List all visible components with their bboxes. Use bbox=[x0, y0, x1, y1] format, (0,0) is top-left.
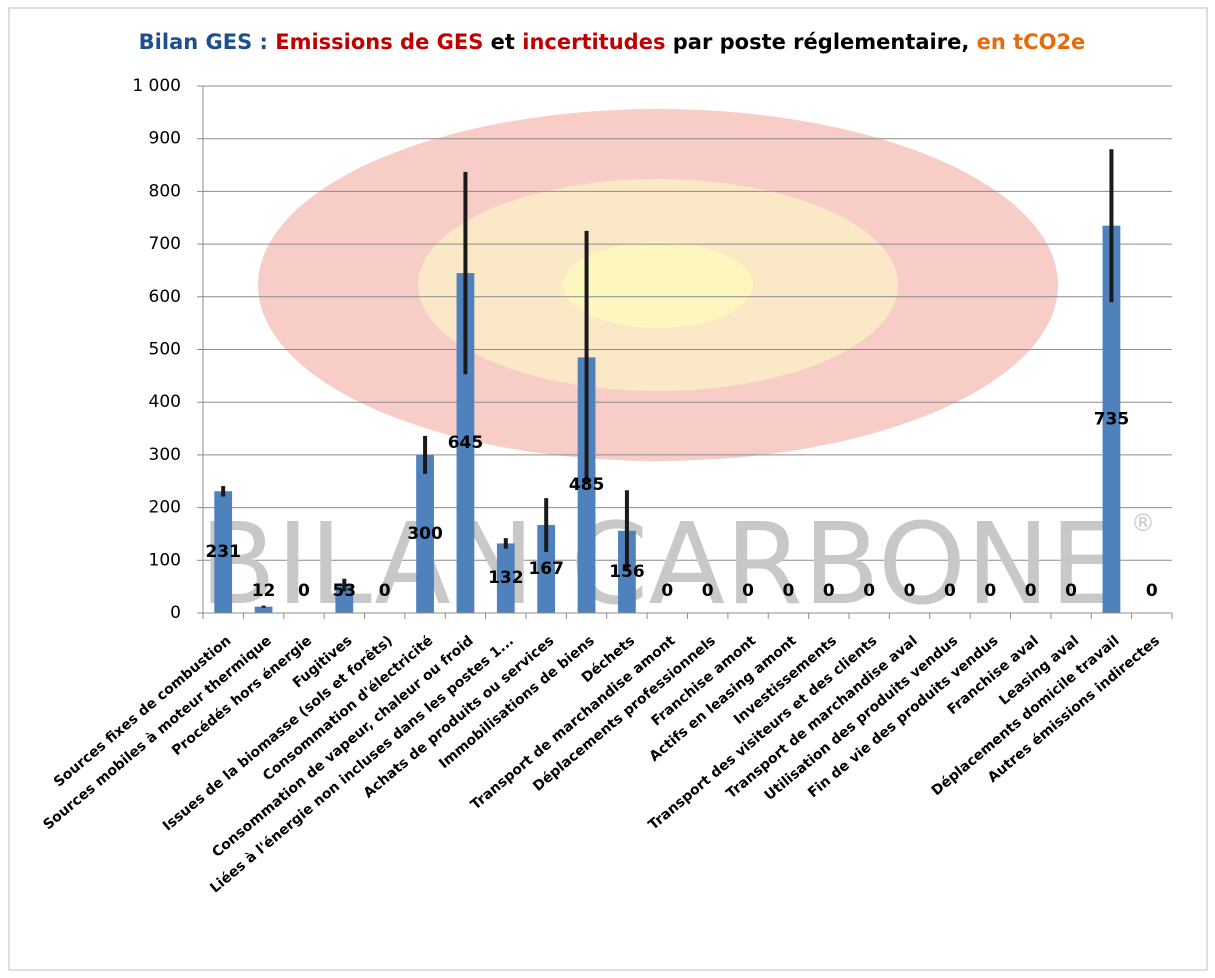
value-label: 167 bbox=[528, 559, 564, 579]
value-label: 0 bbox=[1025, 581, 1037, 601]
y-tick-label: 1 000 bbox=[132, 76, 181, 96]
watermark-registered: ® bbox=[1131, 509, 1155, 537]
value-label: 485 bbox=[569, 475, 605, 495]
title-part: et bbox=[483, 30, 522, 54]
y-tick-label: 200 bbox=[149, 498, 181, 518]
value-label: 0 bbox=[904, 581, 916, 601]
value-label: 0 bbox=[984, 581, 996, 601]
y-tick-label: 600 bbox=[149, 287, 181, 307]
value-label: 0 bbox=[863, 581, 875, 601]
value-label: 0 bbox=[783, 581, 795, 601]
chart-title: Bilan GES : Emissions de GES et incertit… bbox=[139, 30, 1086, 54]
value-label: 0 bbox=[944, 581, 956, 601]
y-tick-label: 100 bbox=[149, 550, 181, 570]
value-label: 0 bbox=[1146, 581, 1158, 601]
value-label: 735 bbox=[1094, 409, 1130, 429]
y-tick-label: 700 bbox=[149, 234, 181, 254]
y-tick-label: 0 bbox=[170, 603, 181, 623]
value-label: 0 bbox=[379, 581, 391, 601]
value-label: 0 bbox=[1065, 581, 1077, 601]
value-label: 132 bbox=[488, 568, 524, 588]
value-label: 0 bbox=[298, 581, 310, 601]
y-tick-label: 400 bbox=[149, 392, 181, 412]
value-label: 645 bbox=[448, 433, 484, 453]
target-inner bbox=[563, 242, 753, 328]
value-label: 0 bbox=[702, 581, 714, 601]
chart: ® Bilan GES : Emissions de GES et incert… bbox=[0, 0, 1215, 978]
value-label: 231 bbox=[205, 542, 241, 562]
y-tick-label: 300 bbox=[149, 445, 181, 465]
value-label: 0 bbox=[823, 581, 835, 601]
value-label: 300 bbox=[407, 524, 443, 544]
value-label: 53 bbox=[332, 581, 356, 601]
title-part: Emissions de GES bbox=[275, 30, 483, 54]
title-part: en tCO2e bbox=[977, 30, 1086, 54]
title-part: incertitudes bbox=[522, 30, 665, 54]
y-tick-label: 800 bbox=[149, 181, 181, 201]
value-label: 12 bbox=[252, 581, 276, 601]
page: {"chart_data": {"type": "bar", "title_pa… bbox=[0, 0, 1215, 978]
value-label: 156 bbox=[609, 562, 645, 582]
value-label: 0 bbox=[742, 581, 754, 601]
value-label: 0 bbox=[661, 581, 673, 601]
title-part: par poste réglementaire, bbox=[665, 30, 976, 54]
title-part: Bilan GES : bbox=[139, 30, 276, 54]
y-tick-label: 500 bbox=[149, 340, 181, 360]
y-tick-label: 900 bbox=[149, 129, 181, 149]
watermark-target bbox=[258, 109, 1058, 461]
